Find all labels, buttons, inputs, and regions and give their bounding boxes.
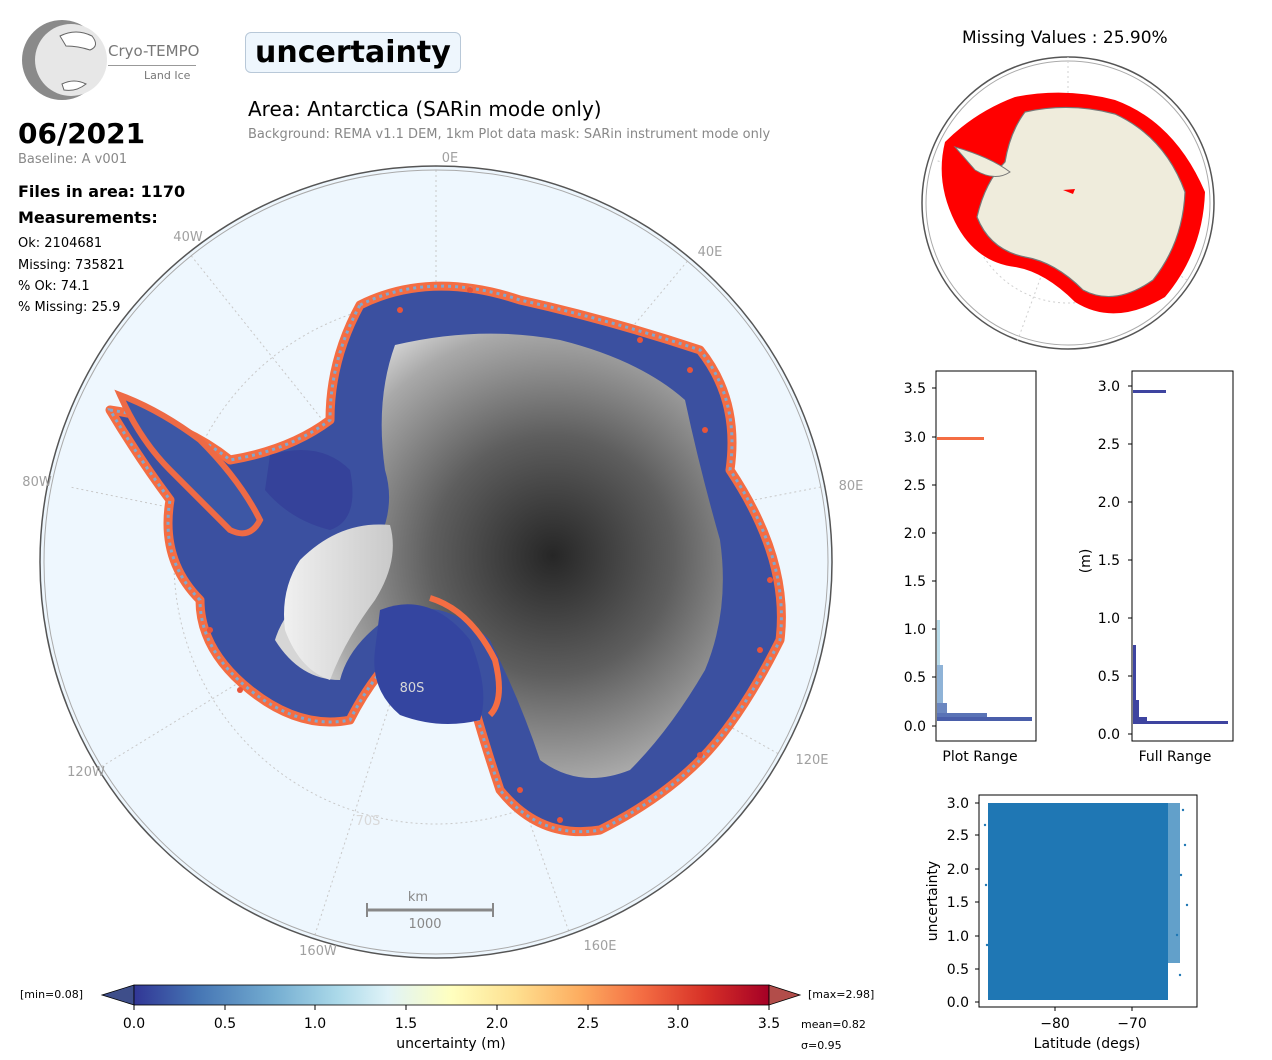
sc-ytick-0: 0.0: [947, 995, 969, 1011]
frh-xlabel: Full Range: [1139, 749, 1212, 765]
inset-map: [921, 56, 1215, 350]
frh-ytick-4: 2.0: [1098, 495, 1120, 511]
prh-ytick-7: 3.5: [904, 381, 926, 397]
sc-xlabel: Latitude (degs): [1034, 1036, 1141, 1052]
prh-ytick-5: 2.5: [904, 478, 926, 494]
sc-ytick-5: 2.5: [947, 828, 969, 844]
frh-ytick-1: 0.5: [1098, 669, 1120, 685]
scatter-plot: 0.0 0.5 1.0 1.5 2.0 2.5 3.0 −80 −70 unce…: [925, 794, 1198, 1052]
antarctica-measurements: [105, 281, 786, 837]
map-subtitle: Background: REMA v1.1 DEM, 1km Plot data…: [248, 127, 771, 142]
sc-ytick-1: 0.5: [947, 962, 969, 978]
sc-ytick-3: 1.5: [947, 895, 969, 911]
frh-ytick-3: 1.5: [1098, 553, 1120, 569]
lon-label-80e: 80E: [839, 479, 864, 494]
cb-tick-5: 2.5: [577, 1016, 599, 1032]
lon-label-160w: 160W: [299, 944, 337, 959]
stat-pct-missing: % Missing: 25.9: [18, 300, 121, 315]
prh-ytick-3: 1.5: [904, 574, 926, 590]
map-frame: [39, 165, 833, 959]
lon-label-40w: 40W: [173, 230, 203, 245]
prh-ytick-2: 1.0: [904, 622, 926, 638]
sc-ytick-2: 1.0: [947, 929, 969, 945]
frh-ytick-2: 1.0: [1098, 611, 1120, 627]
colorbar-sigma: σ=0.95: [801, 1039, 842, 1052]
logo-globe-icon: [22, 20, 107, 100]
inset-title: Missing Values : 25.90%: [962, 28, 1168, 48]
frh-ytick-0: 0.0: [1098, 727, 1120, 743]
logo-sub: Land Ice: [144, 69, 191, 82]
lat-label-70s: 70S: [356, 814, 381, 829]
plot-range-hist: 0.0 0.5 1.0 1.5 2.0 2.5 3.0 3.5 Plot Ran…: [904, 370, 1037, 765]
inset-land: [976, 106, 1186, 298]
lon-label-40e: 40E: [698, 245, 723, 260]
cb-tick-0: 0.0: [123, 1016, 145, 1032]
sc-ytick-4: 2.0: [947, 862, 969, 878]
sc-ytick-6: 3.0: [947, 796, 969, 812]
measurements-title: Measurements:: [18, 208, 158, 227]
prh-ytick-6: 3.0: [904, 430, 926, 446]
variable-badge: uncertainty: [245, 32, 461, 73]
baseline-label: Baseline: A v001: [18, 152, 128, 167]
area-title: Area: Antarctica (SARin mode only): [248, 97, 602, 121]
logo-divider: [108, 65, 196, 66]
colorbar: 0.0 0.5 1.0 1.5 2.0 2.5 3.0 3.5 uncertai…: [100, 984, 866, 1052]
colorbar-min-label: [min=0.08]: [20, 988, 84, 1001]
stat-missing: Missing: 735821: [18, 258, 125, 273]
scalebar-unit: km: [408, 890, 428, 905]
colorbar-label: uncertainty (m): [396, 1036, 505, 1052]
plot-range-bars: [937, 437, 1032, 721]
cb-tick-6: 3.0: [667, 1016, 689, 1032]
cb-tick-7: 3.5: [758, 1016, 780, 1032]
sc-xtick-0: −80: [1040, 1016, 1070, 1032]
scalebar-value: 1000: [408, 917, 441, 932]
scalebar: km 1000: [366, 890, 494, 932]
lat-label-80s: 80S: [400, 681, 425, 696]
full-range-bars: [1133, 390, 1228, 724]
sc-xtick-1: −70: [1117, 1016, 1147, 1032]
stat-pct-ok: % Ok: 74.1: [18, 279, 90, 294]
files-in-area: Files in area: 1170: [18, 182, 186, 201]
main-map: 0E 40E 80E 120E 160E 40W 80W 120W 160W 8…: [22, 151, 864, 959]
frh-ytick-6: 3.0: [1098, 379, 1120, 395]
prh-xlabel: Plot Range: [942, 749, 1017, 765]
prh-ytick-1: 0.5: [904, 670, 926, 686]
frh-ylabel: (m): [1078, 549, 1094, 574]
prh-ytick-0: 0.0: [904, 719, 926, 735]
cb-tick-4: 2.0: [486, 1016, 508, 1032]
logo: Cryo-TEMPO Land Ice: [18, 16, 203, 102]
lon-label-160e: 160E: [583, 939, 616, 954]
high-uncertainty-points: [207, 287, 773, 823]
frh-ytick-5: 2.5: [1098, 437, 1120, 453]
prh-ytick-4: 2.0: [904, 526, 926, 542]
lon-label-0e: 0E: [442, 151, 459, 166]
cb-tick-1: 0.5: [214, 1016, 236, 1032]
lon-label-120e: 120E: [795, 753, 828, 768]
logo-name: Cryo-TEMPO: [108, 42, 200, 60]
lon-label-80w: 80W: [22, 475, 52, 490]
dem-background: [275, 333, 723, 778]
scatter-points: [983, 803, 1189, 1000]
lon-label-120w: 120W: [67, 765, 105, 780]
cb-tick-3: 1.5: [395, 1016, 417, 1032]
colorbar-mean: mean=0.82: [801, 1018, 866, 1031]
stat-ok: Ok: 2104681: [18, 236, 103, 251]
cb-tick-2: 1.0: [304, 1016, 326, 1032]
full-range-hist: 0.0 0.5 1.0 1.5 2.0 2.5 3.0 (m) Full Ran…: [1078, 370, 1234, 765]
period-label: 06/2021: [18, 117, 146, 150]
colorbar-max-label: [max=2.98]: [808, 988, 875, 1001]
sc-ylabel: uncertainty: [925, 861, 941, 941]
